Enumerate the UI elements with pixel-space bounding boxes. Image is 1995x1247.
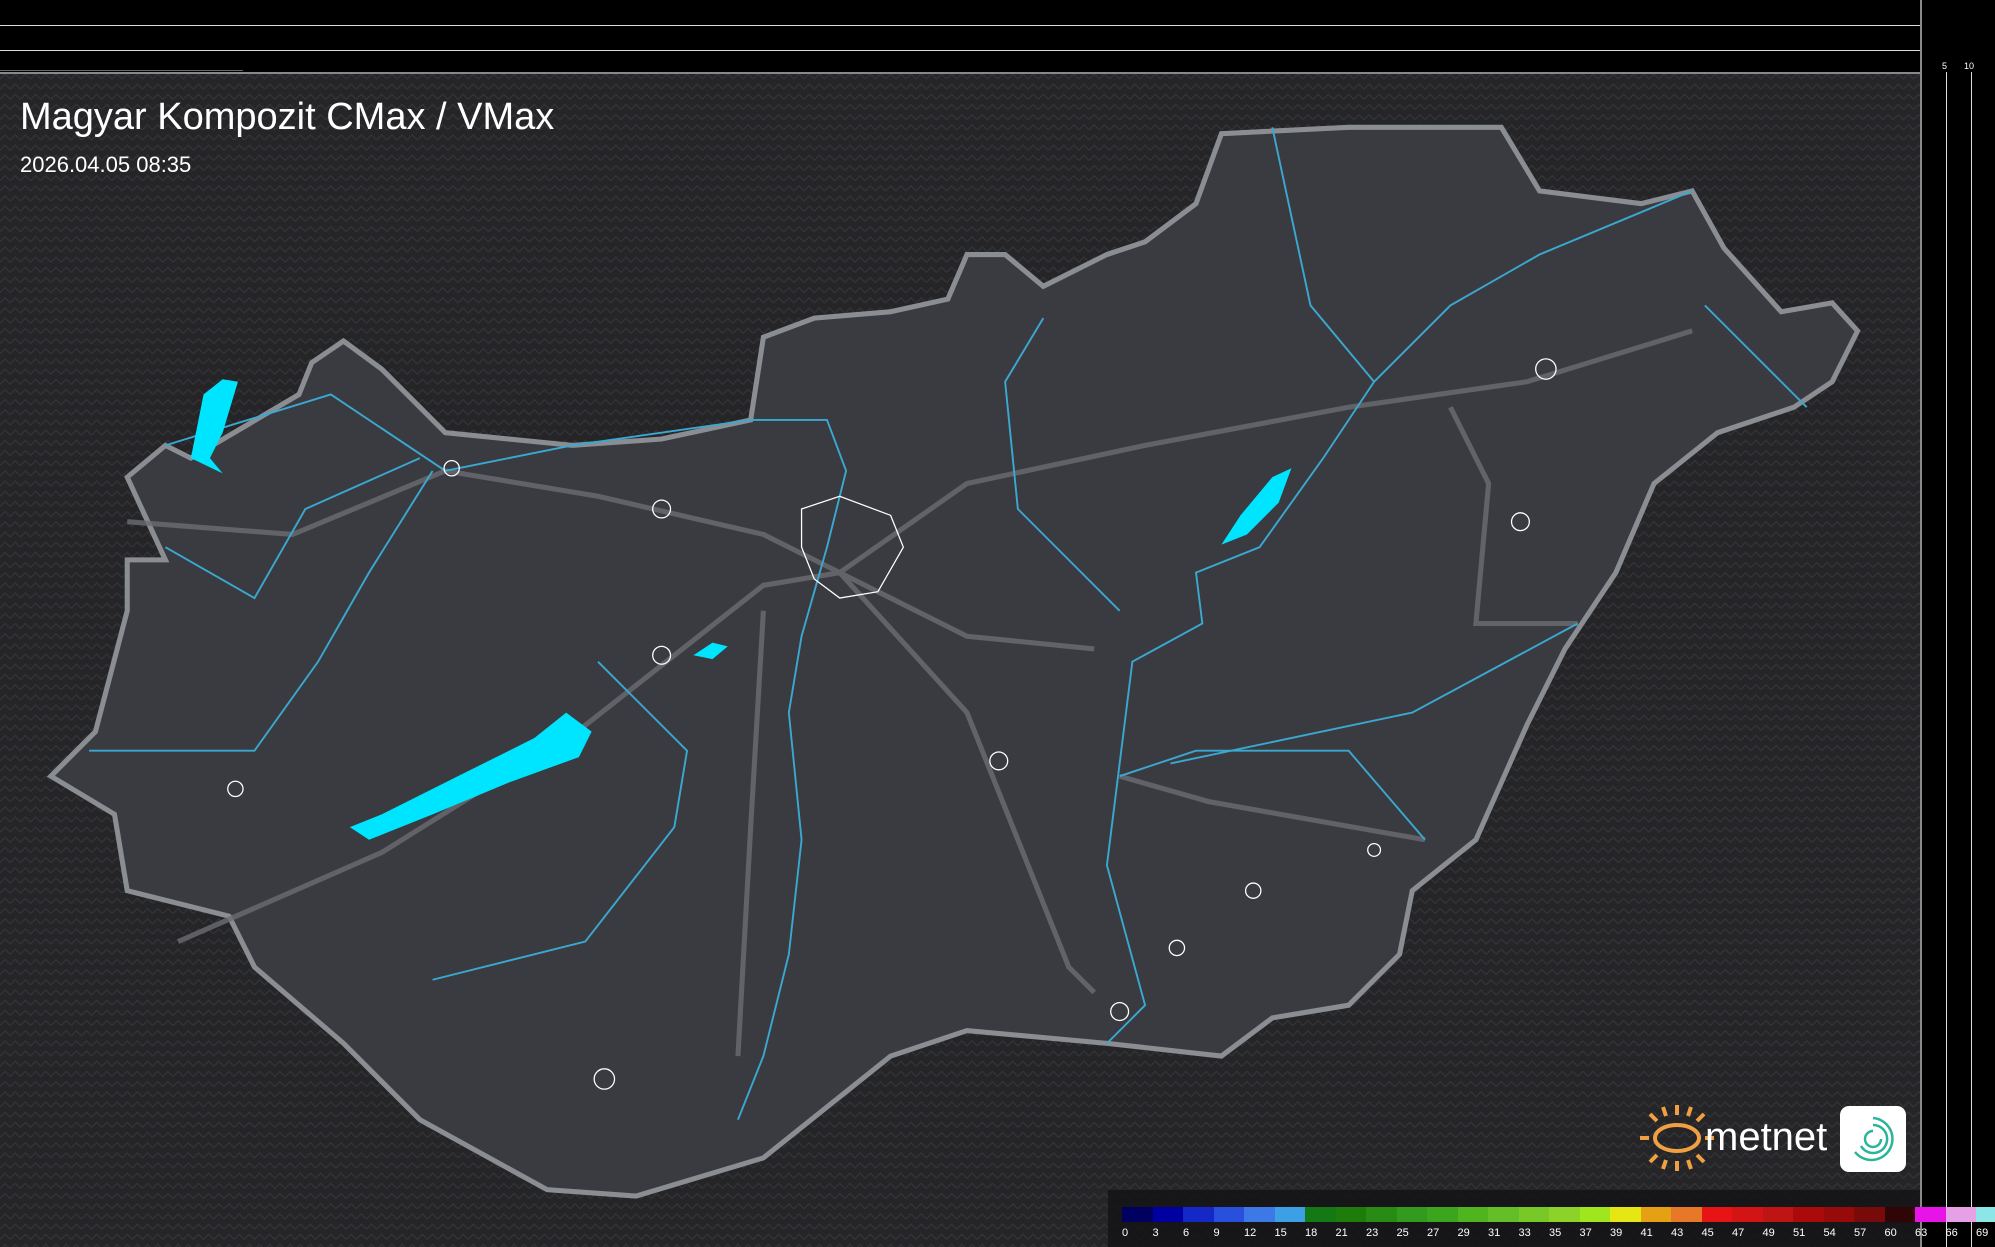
legend-swatch: [1335, 1207, 1366, 1222]
legend-swatch: [1305, 1207, 1336, 1222]
right-scale-bar: 5 10: [1920, 0, 1995, 1247]
legend-label: 43: [1671, 1227, 1684, 1239]
legend-label: 15: [1274, 1227, 1287, 1239]
scale-vline-5: [1946, 72, 1947, 1247]
legend-label: 69: [1976, 1227, 1989, 1239]
legend-swatch: [1579, 1207, 1610, 1222]
legend-label: 12: [1244, 1227, 1257, 1239]
legend-label: 31: [1488, 1227, 1501, 1239]
legend-swatch: [1610, 1207, 1641, 1222]
legend-label: 47: [1732, 1227, 1745, 1239]
legend-label: 21: [1335, 1227, 1348, 1239]
settlement-outlines: [227, 358, 1557, 1090]
legend-swatch: [1701, 1207, 1732, 1222]
legend-swatch: [1396, 1207, 1427, 1222]
danube-river: [165, 393, 848, 1121]
lake-tisza: [1221, 468, 1292, 545]
right-tick-5: 5: [1942, 61, 1948, 71]
legend-swatch: [1457, 1207, 1488, 1222]
legend-label: 23: [1366, 1227, 1379, 1239]
legend-swatch: [1732, 1207, 1763, 1222]
legend-label: 51: [1793, 1227, 1806, 1239]
legend-swatch: [1183, 1207, 1214, 1222]
scale-line-short: [0, 70, 243, 71]
dbz-color-legend: 0 3 6 9 12 15 18 21 23 25 27 29 31 33 35 37 39 41 43 45 47 49…: [1108, 1190, 1995, 1247]
legend-swatch: [1823, 1207, 1854, 1222]
legend-label: 9: [1213, 1227, 1220, 1239]
legend-swatch: [1884, 1207, 1915, 1222]
legend-label: 57: [1854, 1227, 1867, 1239]
sun-icon: [1640, 1105, 1714, 1171]
legend-label: 49: [1762, 1227, 1775, 1239]
legend-label: 41: [1640, 1227, 1653, 1239]
legend-swatch: [1549, 1207, 1580, 1222]
lake-balaton: [349, 712, 592, 840]
legend-swatch: [1915, 1207, 1946, 1222]
legend-labels: 0 3 6 9 12 15 18 21 23 25 27 29 31 33 35 37 39 41 43 45 47 49…: [1122, 1227, 1995, 1239]
legend-swatch: [1366, 1207, 1397, 1222]
legend-swatch: [1122, 1207, 1153, 1222]
metnet-wordmark: metnet: [1705, 1115, 1827, 1159]
rivers: [89, 127, 1808, 1121]
legend-swatch: [1274, 1207, 1305, 1222]
budapest-outline: [800, 495, 905, 599]
legend-label: 45: [1701, 1227, 1714, 1239]
legend-swatch: [1244, 1207, 1275, 1222]
lake-ferto: [190, 379, 238, 474]
legend-label: 35: [1549, 1227, 1562, 1239]
legend-label: 66: [1945, 1227, 1958, 1239]
legend-swatch: [1427, 1207, 1458, 1222]
legend-swatch: [1152, 1207, 1183, 1222]
legend-swatch: [1213, 1207, 1244, 1222]
legend-label: 0: [1122, 1227, 1129, 1239]
legend-label: 29: [1457, 1227, 1470, 1239]
legend-swatch: [1976, 1207, 1995, 1222]
legend-swatch: [1945, 1207, 1976, 1222]
legend-label: 37: [1579, 1227, 1592, 1239]
legend-label: 33: [1518, 1227, 1531, 1239]
legend-swatch: [1488, 1207, 1519, 1222]
legend-label: 63: [1915, 1227, 1928, 1239]
swirl-icon: [1854, 1116, 1894, 1162]
map-timestamp: 2026.04.05 08:35: [20, 152, 192, 177]
scale-vline-10: [1971, 72, 1972, 1247]
legend-swatch: [1793, 1207, 1824, 1222]
legend-label: 3: [1152, 1227, 1159, 1239]
legend-swatch: [1518, 1207, 1549, 1222]
legend-swatch: [1640, 1207, 1671, 1222]
legend-label: 39: [1610, 1227, 1623, 1239]
legend-label: 25: [1396, 1227, 1409, 1239]
map-title: Magyar Kompozit CMax / VMax: [20, 96, 555, 138]
legend-color-scale: [1122, 1207, 1995, 1222]
legend-label: 18: [1305, 1227, 1318, 1239]
county-borders: [127, 328, 1693, 1057]
legend-label: 60: [1884, 1227, 1897, 1239]
lakes: [190, 379, 1292, 840]
legend-label: 6: [1183, 1227, 1190, 1239]
tisza-river: [1105, 190, 1693, 1045]
scale-line-5: [0, 50, 1920, 51]
legend-swatch: [1671, 1207, 1702, 1222]
lake-velence: [693, 642, 728, 660]
legend-label: 27: [1427, 1227, 1440, 1239]
metnet-logo: metnet: [1635, 1100, 1910, 1180]
legend-swatch: [1854, 1207, 1885, 1222]
legend-label: 54: [1823, 1227, 1836, 1239]
app-icon-bg: [1840, 1106, 1906, 1172]
legend-swatch: [1762, 1207, 1793, 1222]
hungary-country: [46, 124, 1861, 1199]
scale-line-10: [0, 25, 1920, 26]
right-tick-10: 10: [1964, 61, 1975, 71]
top-scale-bar: 10 5: [0, 0, 1995, 74]
